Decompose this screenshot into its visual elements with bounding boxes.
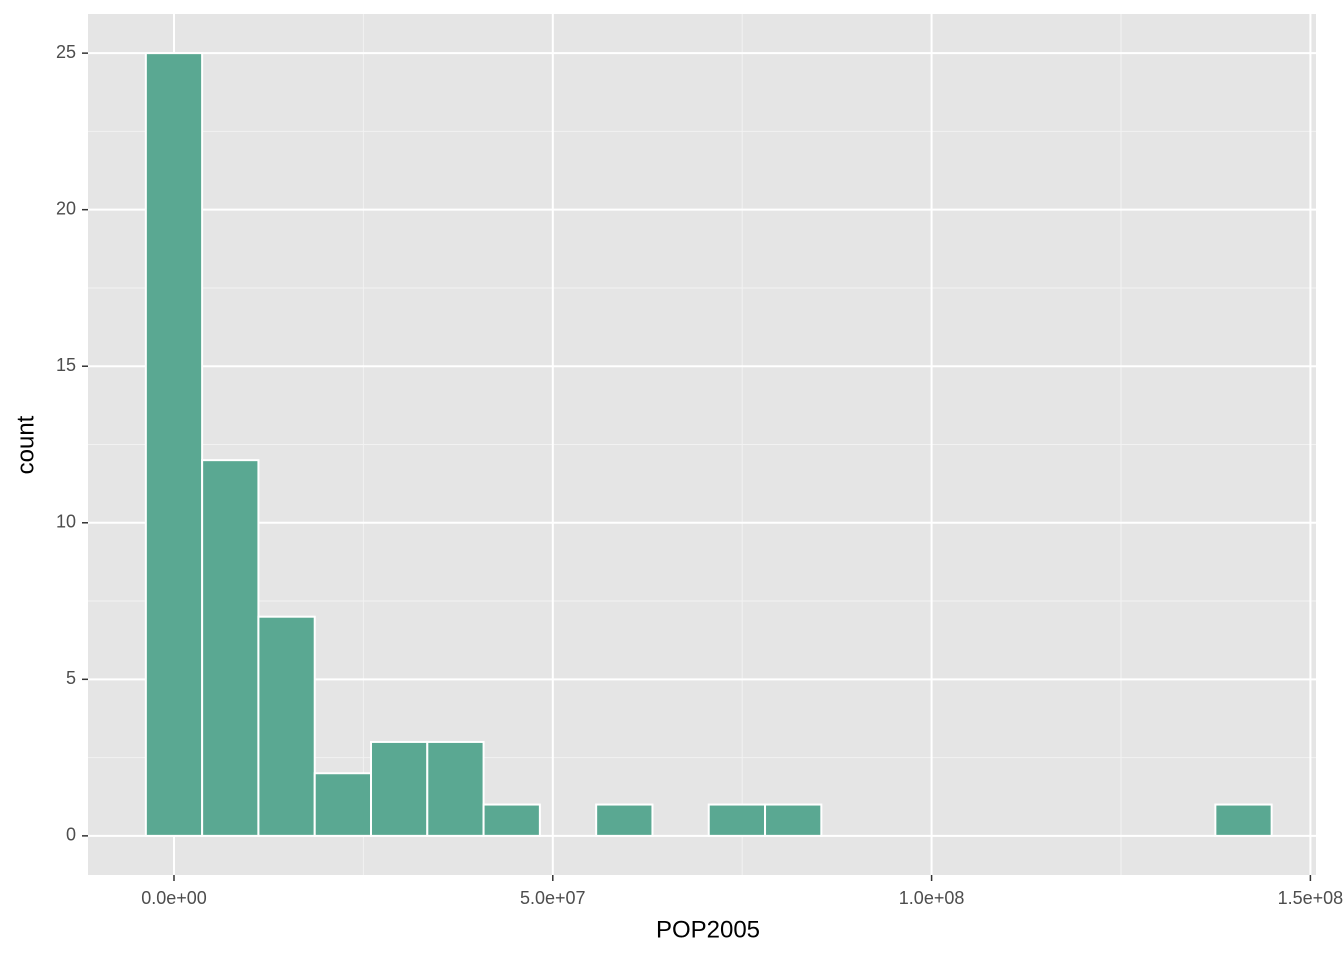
- bar: [595, 803, 654, 837]
- y-tick-label: 25: [56, 42, 76, 62]
- x-tick-label: 1.5e+08: [1278, 888, 1344, 908]
- y-tick-label: 10: [56, 512, 76, 532]
- y-tick-label: 15: [56, 355, 76, 375]
- bar: [313, 772, 373, 837]
- x-axis-title: POP2005: [656, 916, 760, 943]
- bar: [201, 459, 260, 837]
- y-axis-title: count: [12, 415, 39, 474]
- y-tick-label: 5: [66, 668, 76, 688]
- bar: [426, 740, 485, 837]
- bar: [1214, 803, 1273, 837]
- bar: [707, 803, 767, 837]
- bar: [482, 803, 541, 837]
- y-tick-label: 0: [66, 825, 76, 845]
- x-tick-label: 5.0e+07: [520, 888, 586, 908]
- x-tick-label: 1.0e+08: [899, 888, 965, 908]
- y-tick-label: 20: [56, 198, 76, 218]
- bar: [144, 52, 204, 837]
- bar: [764, 803, 823, 837]
- bar: [257, 615, 316, 837]
- x-tick-label: 0.0e+00: [141, 888, 207, 908]
- bar: [370, 740, 429, 837]
